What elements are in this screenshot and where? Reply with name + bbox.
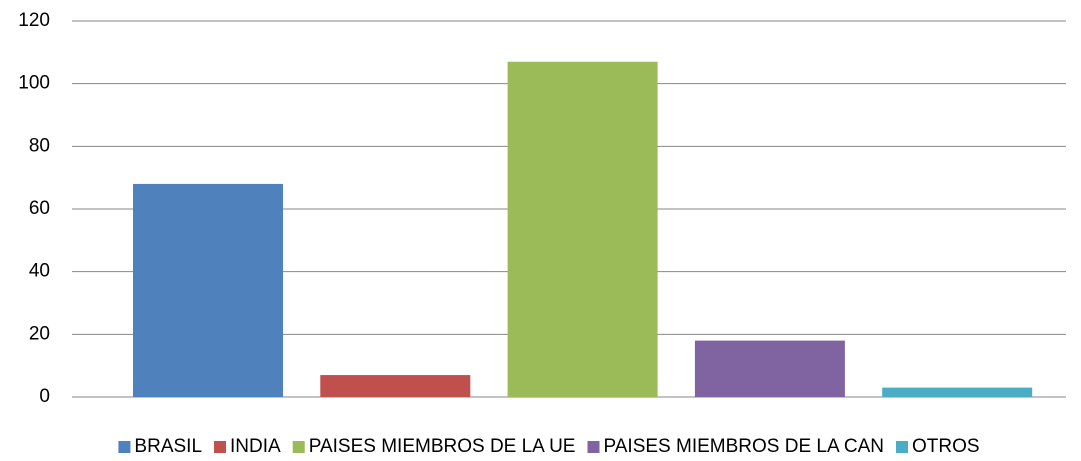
y-tick-label: 20 xyxy=(29,323,50,344)
legend-swatch xyxy=(118,441,131,453)
legend-swatch xyxy=(896,441,909,453)
legend-swatch xyxy=(214,441,227,453)
bar xyxy=(694,340,845,397)
legend-label: PAISES MIEMBROS DE LA UE xyxy=(309,436,576,457)
bar xyxy=(507,61,658,397)
legend-label: PAISES MIEMBROS DE LA CAN xyxy=(603,436,884,457)
y-tick-label: 60 xyxy=(29,198,50,219)
y-tick-label: 40 xyxy=(29,261,50,282)
legend-label: BRASIL xyxy=(134,436,202,457)
legend-swatch xyxy=(292,441,305,453)
y-tick-label: 120 xyxy=(18,10,50,31)
legend-swatch xyxy=(587,441,600,453)
bar xyxy=(320,375,471,397)
bar xyxy=(133,183,283,397)
bar xyxy=(882,387,1033,397)
y-tick-label: 80 xyxy=(29,135,50,156)
legend-label: OTROS xyxy=(912,436,980,457)
y-tick-label: 0 xyxy=(39,386,50,407)
legend-label: INDIA xyxy=(230,436,281,457)
y-tick-label: 100 xyxy=(18,73,50,94)
